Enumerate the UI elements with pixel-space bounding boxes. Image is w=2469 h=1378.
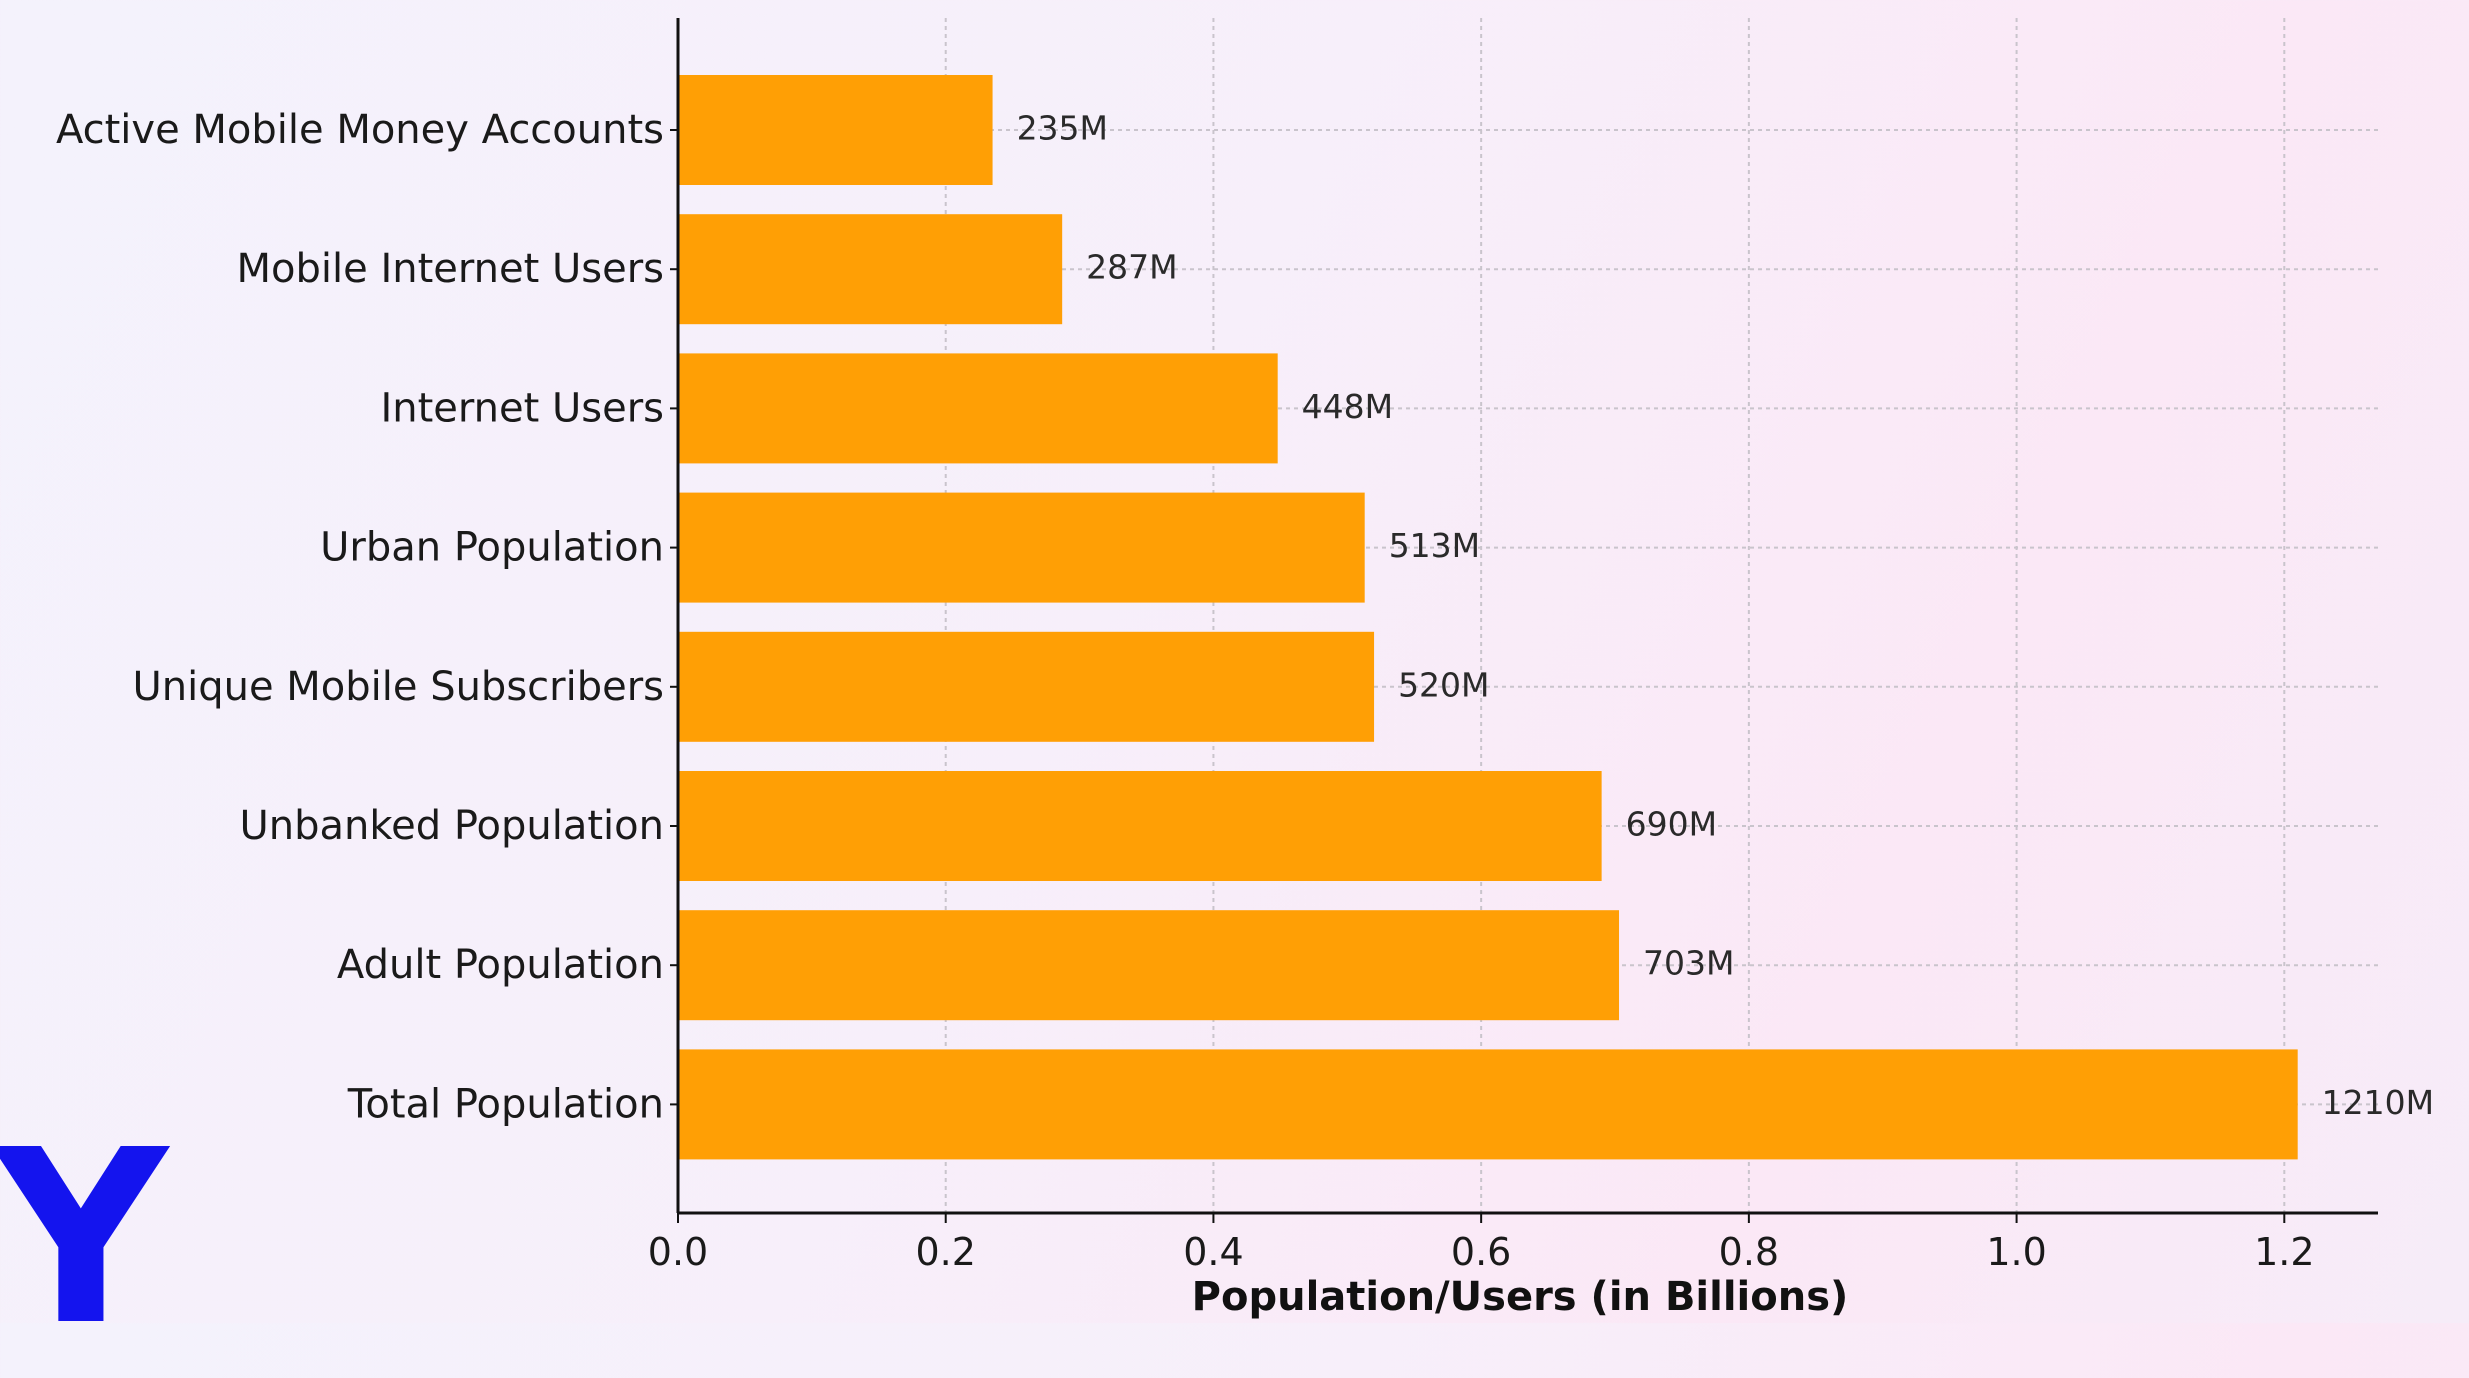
x-tick-label-1: 0.2 [915, 1230, 975, 1274]
bar-4 [678, 631, 1375, 742]
bar-chart: Active Mobile Money Accounts 235M Mobile I… [56, 18, 2434, 1320]
bar-2 [678, 353, 1278, 464]
data-label-2: 448M [1302, 387, 1393, 426]
x-tick-label-4: 0.8 [1719, 1230, 1779, 1274]
category-label-1: Mobile Internet Users [237, 246, 664, 292]
bar-1 [678, 214, 1063, 325]
labels: Active Mobile Money Accounts 235M Mobile I… [56, 107, 2434, 1274]
bar-7 [678, 1049, 2298, 1160]
axes [670, 18, 2378, 1223]
category-label-7: Total Population [347, 1081, 664, 1127]
category-label-0: Active Mobile Money Accounts [56, 107, 664, 153]
bar-6 [678, 910, 1620, 1021]
x-tick-label-2: 0.4 [1183, 1230, 1243, 1274]
data-label-6: 703M [1643, 944, 1734, 983]
bar-0 [678, 75, 993, 185]
category-label-5: Unbanked Population [240, 803, 665, 849]
data-label-1: 287M [1086, 248, 1177, 287]
x-tick-label-5: 1.0 [1986, 1230, 2046, 1274]
category-label-6: Adult Population [337, 942, 664, 988]
bar-3 [678, 492, 1365, 603]
category-label-2: Internet Users [380, 385, 664, 431]
data-label-4: 520M [1398, 665, 1489, 704]
data-label-3: 513M [1389, 526, 1480, 565]
x-tick-label-3: 0.6 [1451, 1230, 1511, 1274]
data-label-7: 1210M [2322, 1083, 2434, 1122]
data-label-5: 690M [1626, 805, 1717, 844]
bars [678, 75, 2298, 1160]
x-tick-label-6: 1.2 [2254, 1230, 2314, 1274]
logo-letter: Y [0, 1098, 168, 1378]
x-tick-label-0: 0.0 [648, 1230, 708, 1274]
data-label-0: 235M [1017, 109, 1108, 148]
category-label-3: Urban Population [320, 525, 664, 571]
x-axis-title: Population/Users (in Billions) [1192, 1274, 1849, 1320]
grid-lines [678, 18, 2378, 1213]
category-label-4: Unique Mobile Subscribers [132, 664, 664, 710]
bar-5 [678, 771, 1602, 881]
